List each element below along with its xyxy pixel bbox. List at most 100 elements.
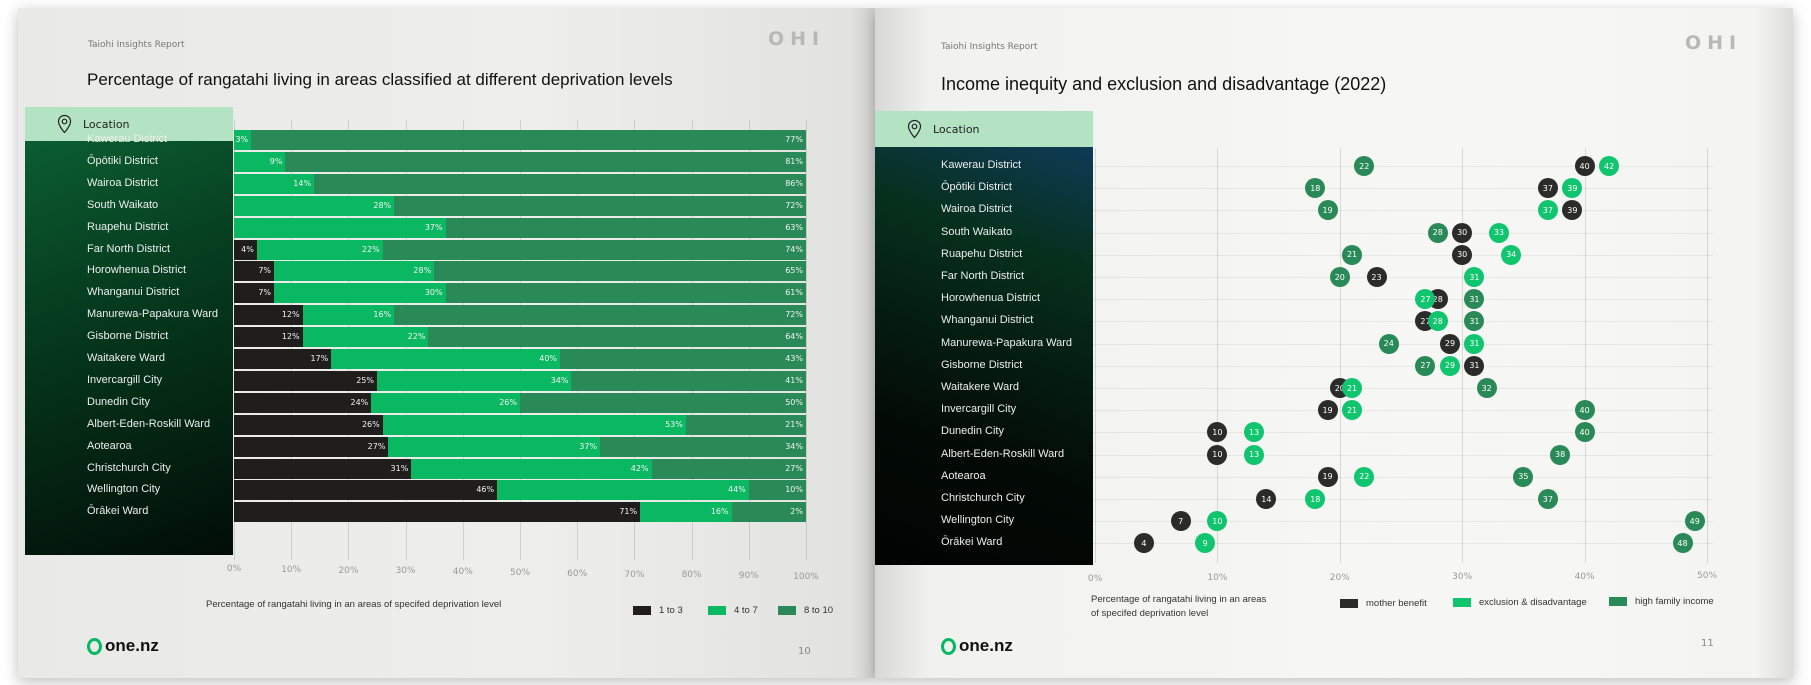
bar-value-label: 30% [424,288,443,298]
data-point-high-family-income: 31 [1464,289,1485,310]
legend-label: 1 to 3 [659,605,683,616]
x-tick-label: 20% [1329,572,1350,583]
data-point-mother-benefit: 30 [1452,222,1473,243]
data-point-exclusion-disadvantage: 21 [1342,378,1363,398]
row-label: Ōrākei Ward [941,536,1003,549]
bar-segment-8-to-10: 50% [520,392,806,413]
bar-segment-4-to-7: 34% [377,370,572,391]
bar-value-label: 27% [367,441,386,451]
data-point-mother-benefit: 39 [1562,200,1583,221]
row-gridline [1093,365,1713,367]
data-point-exclusion-disadvantage: 27 [1415,289,1436,310]
row-label: Waitakere Ward [941,381,1020,393]
one-nz-ring-icon [941,637,956,655]
bar-segment-1-to-3: 27% [234,436,389,457]
legend-item: 1 to 3 [633,605,683,616]
data-point-mother-benefit: 7 [1170,511,1191,532]
data-point-exclusion-disadvantage: 18 [1305,489,1326,509]
ohi-logo: OHI [768,28,826,50]
bar-segment-1-to-3: 7% [234,261,275,282]
data-point-exclusion-disadvantage: 21 [1342,400,1363,421]
bar-segment-8-to-10: 61% [445,283,806,304]
bar-segment-4-to-7: 42% [411,458,652,479]
bar-segment-4-to-7: 44% [497,480,749,501]
data-point-mother-benefit: 37 [1537,178,1558,199]
data-point-high-family-income: 18 [1305,178,1326,199]
row-label: Albert-Eden-Roskill Ward [87,417,211,430]
brand-text: one.nz [959,636,1013,655]
bar-segment-8-to-10: 65% [434,261,806,282]
row-label: Invercargill City [87,373,163,386]
legend-label: exclusion & disadvantage [1479,597,1587,608]
bar-value-label: 26% [361,419,380,429]
bar-value-label: 72% [785,200,803,210]
location-sidebar [25,141,233,555]
row-label: Dunedin City [87,395,150,408]
row-gridline [1093,254,1713,256]
bar-segment-1-to-3: 24% [234,392,372,413]
bar-value-label: 37% [424,222,443,232]
data-point-exclusion-disadvantage: 42 [1599,156,1620,176]
row-label: South Waikato [87,198,159,211]
page-title: Percentage of rangatahi living in areas … [87,70,673,89]
bar-segment-1-to-3: 46% [234,480,498,501]
legend-item: high family income [1609,596,1714,607]
bar-value-label: 10% [785,485,803,495]
bar-segment-4-to-7: 22% [302,327,429,348]
page-title: Income inequity and exclusion and disadv… [941,74,1387,94]
data-point-exclusion-disadvantage: 39 [1562,178,1583,199]
gridline [1217,148,1219,563]
data-point-mother-benefit: 40 [1574,156,1595,176]
location-label: Location [83,117,130,131]
data-point-high-family-income: 32 [1476,378,1497,398]
bar-segment-4-to-7: 16% [302,305,395,326]
row-label: Wairoa District [941,203,1013,216]
row-label: Manurewa-Papakura Ward [87,308,219,321]
bar-segment-8-to-10: 34% [600,436,806,457]
data-point-mother-benefit: 19 [1317,400,1338,421]
data-point-mother-benefit: 19 [1317,466,1338,487]
row-gridline [1093,543,1713,545]
data-point-exclusion-disadvantage: 13 [1244,422,1265,443]
location-header: Location [875,111,1093,147]
report-header: Taiohi Insights Report [88,40,185,50]
x-axis-caption: Percentage of rangatahi living in an are… [1091,593,1266,621]
row-gridline [1093,210,1713,212]
legend-swatch [778,606,796,615]
legend-item: 8 to 10 [778,605,833,616]
bar-value-label: 46% [476,485,495,495]
row-label: Gisborne District [87,330,169,343]
legend-swatch [708,606,726,615]
row-label: Christchurch City [87,461,171,474]
location-label: Location [933,122,980,136]
data-point-exclusion-disadvantage: 31 [1464,267,1485,287]
bar-segment-1-to-3: 71% [234,502,641,523]
row-label: Manurewa-Papakura Ward [941,336,1073,349]
bar-value-label: 22% [361,244,380,254]
bar-segment-4-to-7: 40% [331,349,561,369]
x-tick-label: 0% [1087,574,1103,584]
row-label: Wellington City [941,514,1015,527]
location-pin-icon [57,114,72,134]
gridline [1707,148,1708,563]
data-point-exclusion-disadvantage: 33 [1488,222,1509,243]
bar-segment-4-to-7: 3% [234,130,252,150]
bar-value-label: 42% [630,463,649,473]
deprivation-stacked-bar-chart: 0% 10% 20% 30% 40% 50% 60% 70% 80% 90% 100% Kawerau… [18,8,875,678]
bar-segment-8-to-10: 63% [445,217,806,238]
bar-segment-8-to-10: 81% [285,151,806,172]
data-point-high-family-income: 27 [1415,355,1436,376]
bar-value-label: 81% [785,156,803,166]
data-point-exclusion-disadvantage: 9 [1195,533,1216,554]
data-point-high-family-income: 22 [1354,156,1375,176]
legend-item: 4 to 7 [708,605,758,616]
page-number: 11 [1701,638,1714,649]
one-nz-logo: one.nz [87,636,159,656]
bar-value-label: 2% [790,507,803,517]
bar-segment-1-to-3: 7% [234,283,275,304]
bar-value-label: 61% [785,288,803,298]
bar-value-label: 37% [579,441,598,451]
row-gridline [1093,388,1713,389]
data-point-high-family-income: 40 [1574,400,1595,421]
bar-value-label: 63% [785,222,803,232]
